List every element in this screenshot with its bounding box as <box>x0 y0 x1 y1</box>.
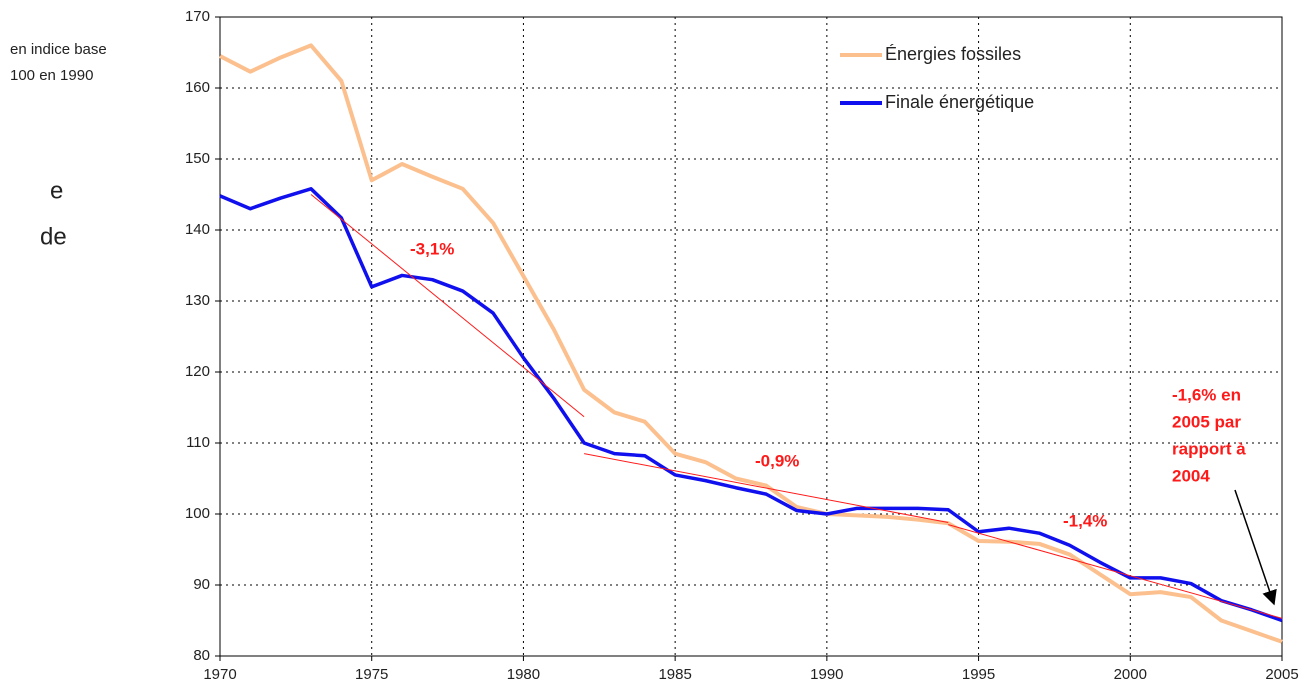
y-axis-label: en indice base <box>10 41 107 58</box>
trend-label: -1,4% <box>1063 511 1107 530</box>
y-tick-label: 130 <box>185 292 210 309</box>
plot-frame <box>219 16 1283 657</box>
y-tick-label: 110 <box>186 434 210 451</box>
arrow <box>1234 489 1277 606</box>
trend-label: -0,9% <box>755 451 799 470</box>
x-tick-label: 1980 <box>507 666 540 683</box>
y-tick-label: 170 <box>185 8 210 25</box>
x-tick-label: 1995 <box>962 666 995 683</box>
y-tick-label: 120 <box>185 363 210 380</box>
fragment: e <box>50 177 63 204</box>
trend-line <box>948 524 1283 619</box>
x-tick-label: 1975 <box>355 666 388 683</box>
trend-line <box>310 194 585 418</box>
trend-line <box>584 453 949 524</box>
x-tick-label: 1985 <box>658 666 691 683</box>
annotation: 2004 <box>1172 466 1210 485</box>
y-axis-label: 100 en 1990 <box>10 67 93 84</box>
x-tick-label: 1970 <box>203 666 236 683</box>
x-tick-label: 1990 <box>810 666 843 683</box>
y-tick-label: 80 <box>193 647 210 664</box>
annotation: 2005 par <box>1172 412 1241 431</box>
y-tick-label: 150 <box>185 150 210 167</box>
y-tick-label: 140 <box>185 221 210 238</box>
x-tick-label: 2005 <box>1265 666 1298 683</box>
y-tick-label: 100 <box>185 505 210 522</box>
y-tick-label: 160 <box>185 79 210 96</box>
x-tick-label: 2000 <box>1114 666 1147 683</box>
y-tick-label: 90 <box>193 576 210 593</box>
series-line <box>219 187 1283 623</box>
legend-label: Énergies fossiles <box>885 44 1021 64</box>
annotation: -1,6% en <box>1172 385 1241 404</box>
annotation: rapport à <box>1172 439 1246 458</box>
legend-label: Finale énergétique <box>885 92 1034 112</box>
series-line <box>219 43 1283 644</box>
trend-label: -3,1% <box>410 239 454 258</box>
fragment: de <box>40 223 67 250</box>
